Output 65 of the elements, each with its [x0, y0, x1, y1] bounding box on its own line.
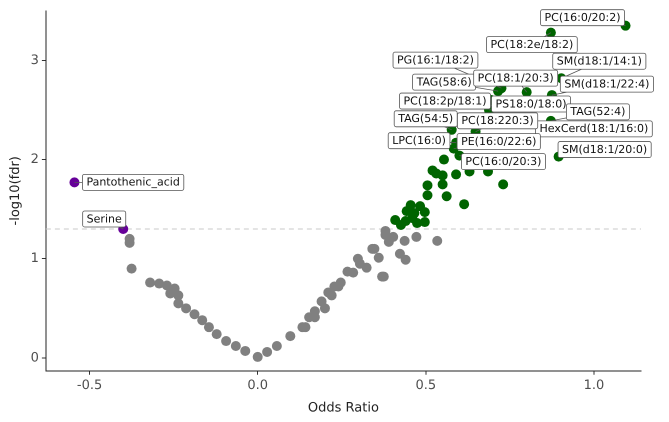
annotation: PC(18:2p/18:1)	[404, 94, 487, 108]
point	[212, 329, 222, 340]
point	[432, 236, 442, 246]
annotation: LPC(16:0)	[392, 134, 446, 148]
annotation: SM(d18:1/14:1)	[556, 54, 642, 68]
point	[230, 341, 241, 352]
point	[498, 179, 508, 190]
point	[173, 298, 184, 308]
point	[240, 346, 250, 356]
x-tick-label: 0.0	[247, 378, 268, 393]
annotation: PC(18:220:3)	[461, 114, 534, 128]
point	[181, 303, 192, 314]
annotation: PG(16:1/18:2)	[397, 54, 474, 67]
point	[165, 288, 176, 298]
point	[204, 322, 214, 332]
point	[374, 252, 384, 263]
y-axis-title: -log10(fdr)	[8, 156, 24, 226]
x-tick-label: 1.0	[584, 378, 604, 393]
annotation: SM(d18:1/20:0)	[562, 142, 648, 156]
point	[411, 232, 422, 242]
annotation: Serine	[86, 212, 122, 226]
annotation: PC(18:1/20:3)	[478, 71, 554, 84]
point	[252, 352, 263, 362]
point	[126, 264, 137, 274]
point	[352, 254, 363, 264]
y-tick-label: 0	[30, 350, 39, 366]
point	[422, 190, 432, 200]
point	[221, 336, 232, 346]
point	[285, 331, 296, 342]
y-tick-label: 3	[30, 52, 39, 68]
point	[442, 191, 452, 202]
point	[197, 315, 208, 326]
annotation: TAG(54:5)	[397, 112, 454, 126]
point	[362, 262, 372, 273]
annotation: PS18:0/18:0)	[496, 97, 567, 110]
point	[420, 207, 430, 218]
point	[420, 217, 430, 228]
point	[316, 296, 327, 306]
point	[189, 309, 200, 320]
annotation: PC(18:2e/18:2)	[490, 38, 574, 51]
point	[451, 169, 462, 180]
point	[400, 236, 410, 246]
y-tick-label: 1	[30, 251, 39, 266]
point	[145, 278, 156, 288]
x-axis-title: Odds Ratio	[308, 400, 379, 416]
annotation: Pantothenic_acid	[86, 176, 180, 189]
annotation: PC(16:0/20:3)	[465, 154, 542, 168]
point	[262, 346, 272, 357]
annotation: TAG(58:6)	[416, 75, 472, 88]
point	[272, 341, 282, 352]
annotation: HexCerd(18:1/16:0)	[539, 122, 648, 136]
annotation: SM(d18:1/22:4)	[564, 77, 650, 90]
point	[438, 154, 449, 165]
point	[438, 179, 448, 190]
y-tick-label: 2	[30, 152, 39, 167]
point	[342, 266, 352, 277]
point	[438, 170, 448, 180]
x-tick-label: 0.5	[415, 378, 436, 393]
annotation: TAG(52:4)	[569, 105, 626, 118]
point	[400, 254, 411, 265]
point	[69, 177, 80, 188]
point	[422, 180, 432, 190]
annotation: PC(16:0/20:2)	[544, 11, 621, 24]
point	[459, 199, 470, 210]
x-tick-label: -0.5	[76, 378, 102, 393]
